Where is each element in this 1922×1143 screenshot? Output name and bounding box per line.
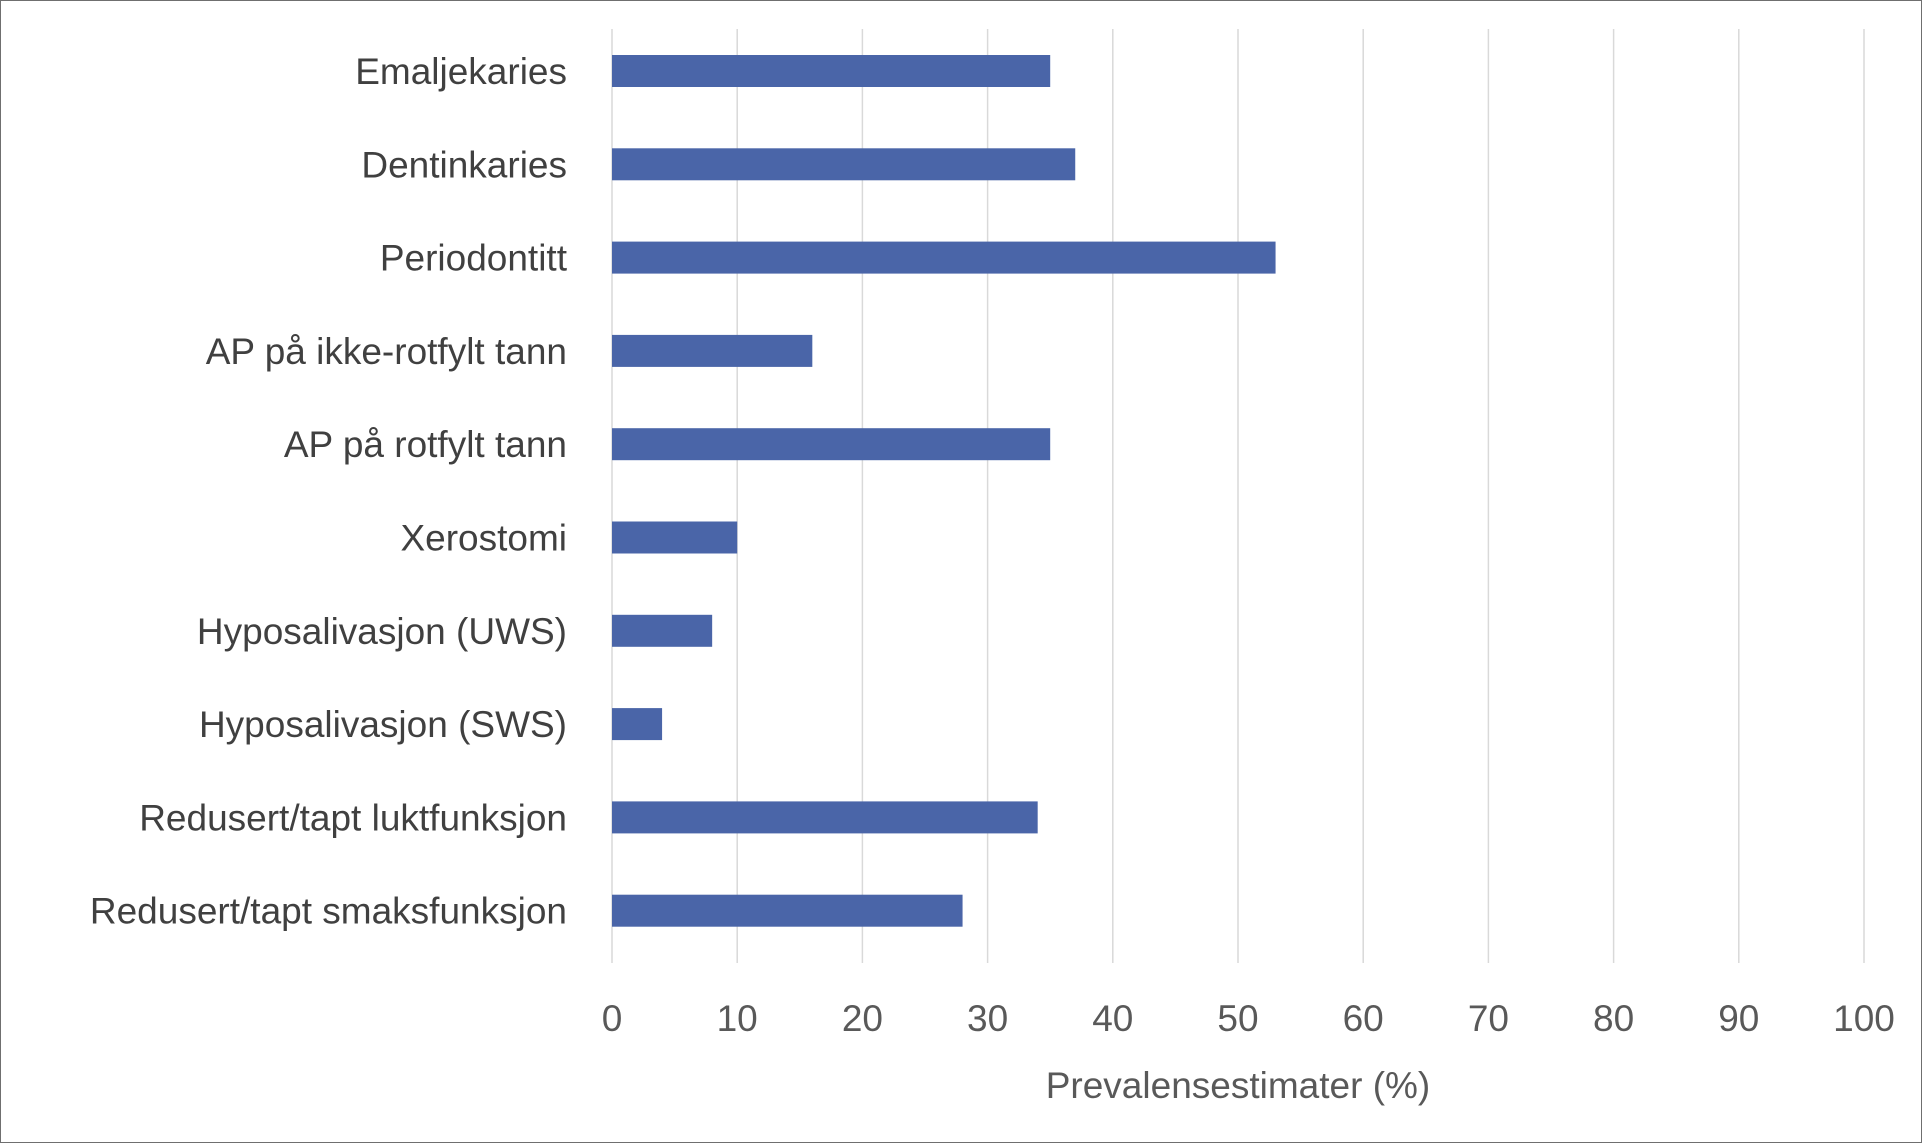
bar-1 [612, 55, 1051, 87]
category-label-3: Periodontitt [380, 238, 568, 279]
x-tick-label-40: 40 [1092, 998, 1133, 1039]
bar-2 [612, 148, 1076, 181]
x-tick-label-100: 100 [1833, 998, 1895, 1039]
category-label-2: Dentinkaries [361, 144, 567, 185]
bar-3 [612, 241, 1276, 274]
bar-10 [612, 894, 963, 927]
category-label-6: Xerostomi [400, 518, 567, 559]
bars [612, 55, 1276, 927]
category-label-4: AP på ikke-rotfylt tann [206, 331, 567, 372]
x-tick-label-90: 90 [1718, 998, 1759, 1039]
category-label-9: Redusert/tapt luktfunksjon [139, 797, 567, 838]
bar-9 [612, 801, 1038, 834]
bar-5 [612, 428, 1051, 461]
gridlines [611, 29, 1865, 963]
x-tick-label-10: 10 [717, 998, 758, 1039]
x-tick-label-0: 0 [602, 998, 623, 1039]
bar-6 [612, 521, 738, 554]
category-label-8: Hyposalivasjon (SWS) [199, 704, 567, 745]
x-tick-label-60: 60 [1343, 998, 1384, 1039]
x-tick-label-30: 30 [967, 998, 1008, 1039]
x-tick-label-20: 20 [842, 998, 883, 1039]
category-label-7: Hyposalivasjon (UWS) [197, 611, 567, 652]
bar-8 [612, 708, 663, 741]
x-tick-label-70: 70 [1468, 998, 1509, 1039]
x-tick-label-50: 50 [1217, 998, 1258, 1039]
category-label-10: Redusert/tapt smaksfunksjon [90, 891, 567, 932]
bar-4 [612, 334, 813, 367]
x-tick-label-80: 80 [1593, 998, 1634, 1039]
x-tick-labels: 0 10 20 30 40 50 60 70 80 90 100 [602, 998, 1895, 1039]
x-axis-title: Prevalensestimater (%) [1046, 1065, 1431, 1106]
bar-7 [612, 614, 713, 647]
category-label-1: Emaljekaries [355, 51, 567, 92]
category-labels: Emaljekaries Dentinkaries Periodontitt AP p… [90, 51, 568, 932]
category-label-5: AP på rotfylt tann [284, 424, 567, 465]
